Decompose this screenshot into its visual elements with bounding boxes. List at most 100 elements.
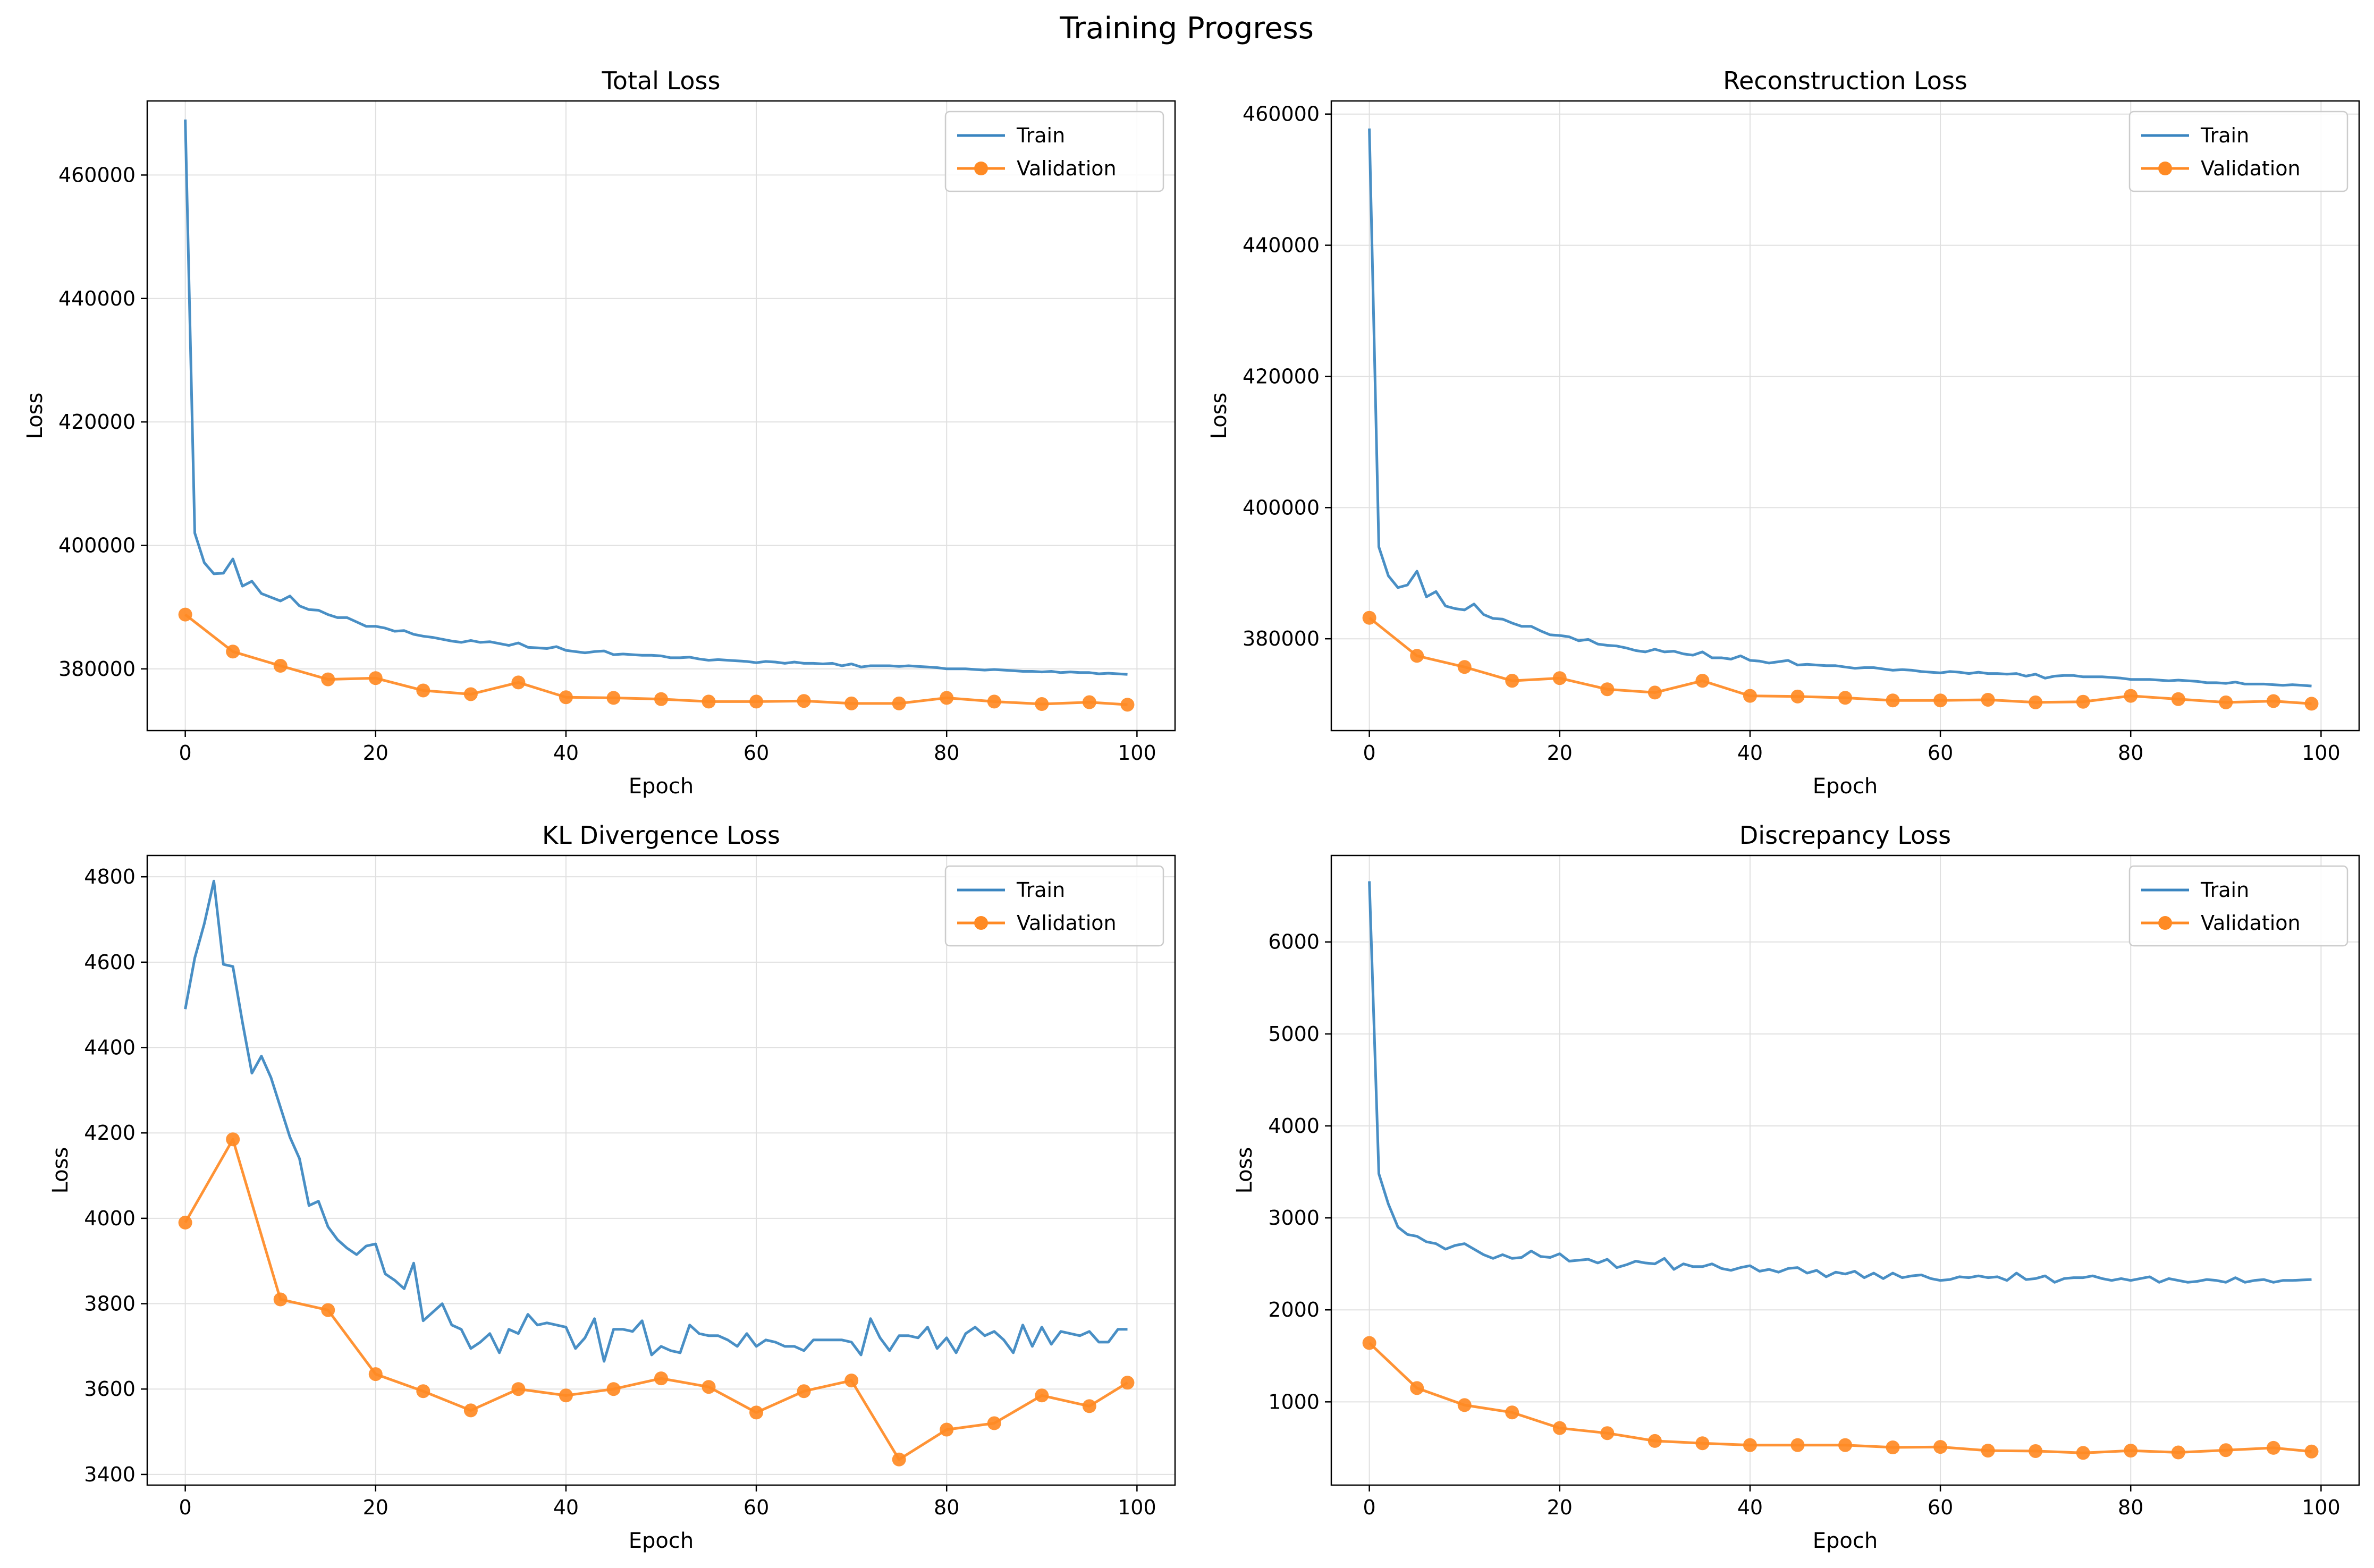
discrepancy-loss-validation-point bbox=[1790, 1438, 1805, 1452]
reconstruction-loss-validation-point bbox=[1838, 691, 1852, 705]
kl-divergence-loss-xtick-label: 60 bbox=[744, 1496, 769, 1519]
discrepancy-loss-ytick-label: 6000 bbox=[1268, 930, 1320, 954]
total-loss-validation-point bbox=[463, 687, 478, 701]
kl-divergence-loss-validation-point bbox=[368, 1367, 383, 1381]
total-loss-validation-point bbox=[1082, 695, 1096, 709]
total-loss-xtick-label: 100 bbox=[1118, 741, 1156, 765]
kl-divergence-loss-legend-validation-marker bbox=[974, 916, 988, 930]
discrepancy-loss-validation-point bbox=[1933, 1440, 1948, 1454]
reconstruction-loss-validation-point bbox=[1981, 692, 1995, 707]
reconstruction-loss-xtick-label: 80 bbox=[2118, 741, 2143, 765]
kl-divergence-loss-legend-validation-label: Validation bbox=[1017, 911, 1117, 935]
kl-divergence-loss-xlabel: Epoch bbox=[629, 1529, 694, 1553]
kl-divergence-loss-xtick-label: 20 bbox=[363, 1496, 388, 1519]
kl-divergence-loss-validation-point bbox=[749, 1405, 764, 1420]
discrepancy-loss-validation-point bbox=[2219, 1443, 2233, 1457]
kl-divergence-loss-title: KL Divergence Loss bbox=[542, 821, 780, 850]
kl-divergence-loss-validation-point bbox=[463, 1403, 478, 1418]
kl-divergence-loss-xtick-label: 40 bbox=[553, 1496, 579, 1519]
discrepancy-loss-plot-area bbox=[1331, 855, 2359, 1485]
reconstruction-loss-validation-point bbox=[2219, 695, 2233, 709]
kl-divergence-loss-ytick-label: 4600 bbox=[84, 951, 136, 974]
kl-divergence-loss-validation-point bbox=[178, 1215, 192, 1230]
reconstruction-loss-axes-frame bbox=[1330, 100, 2360, 732]
reconstruction-loss-validation-point bbox=[1552, 671, 1567, 685]
discrepancy-loss-ytick-label: 1000 bbox=[1268, 1390, 1320, 1413]
total-loss-ylabel: Loss bbox=[23, 393, 47, 439]
reconstruction-loss-validation-point bbox=[1743, 689, 1757, 703]
kl-divergence-loss-validation-point bbox=[1082, 1399, 1096, 1413]
kl-divergence-loss-validation-point bbox=[1120, 1376, 1135, 1390]
discrepancy-loss-validation-point bbox=[2171, 1445, 2185, 1460]
total-loss-validation-point bbox=[797, 694, 811, 708]
kl-divergence-loss-validation-point bbox=[987, 1416, 1001, 1430]
reconstruction-loss-validation-point bbox=[2266, 694, 2280, 708]
reconstruction-loss-xtick-label: 40 bbox=[1737, 741, 1763, 765]
subplot-grid: 0 20 40 60 80 1003800004000004200004400004600… bbox=[23, 66, 2360, 1553]
kl-divergence-loss-validation-point bbox=[511, 1382, 526, 1396]
reconstruction-loss-ytick-label: 400000 bbox=[1243, 496, 1320, 519]
kl-divergence-loss-validation-point bbox=[844, 1374, 859, 1388]
total-loss-ytick-label: 440000 bbox=[58, 287, 136, 310]
total-loss-legend-train-label: Train bbox=[1016, 124, 1065, 147]
reconstruction-loss-legend-validation-marker bbox=[2158, 162, 2172, 175]
reconstruction-loss-validation-point bbox=[1886, 693, 1900, 708]
discrepancy-loss-validation-point bbox=[1552, 1421, 1567, 1435]
discrepancy-loss-validation-point bbox=[1362, 1336, 1376, 1350]
reconstruction-loss-ylabel: Loss bbox=[1207, 393, 1231, 439]
discrepancy-loss-xtick-label: 80 bbox=[2118, 1496, 2143, 1519]
reconstruction-loss-validation-point bbox=[2124, 689, 2138, 703]
total-loss-train-line bbox=[184, 119, 1128, 676]
total-loss-plot-area bbox=[147, 101, 1175, 731]
total-loss-validation-point bbox=[606, 691, 621, 705]
discrepancy-loss-xtick-label: 0 bbox=[1363, 1496, 1376, 1519]
total-loss-validation-point bbox=[511, 675, 526, 690]
discrepancy-loss-title: Discrepancy Loss bbox=[1739, 821, 1951, 850]
discrepancy-loss-validation-point bbox=[2266, 1440, 2280, 1455]
total-loss-panel: 0 20 40 60 80 100 380000 400000 420000 440000 4600… bbox=[23, 66, 1176, 799]
kl-divergence-loss-legend: Train Validation bbox=[944, 865, 1164, 947]
discrepancy-loss-ytick-label: 5000 bbox=[1268, 1022, 1320, 1046]
discrepancy-loss-validation-point bbox=[1648, 1434, 1662, 1448]
discrepancy-loss-ytick-label: 2000 bbox=[1268, 1298, 1320, 1321]
kl-divergence-loss-validation-point bbox=[273, 1292, 288, 1307]
total-loss-validation-point bbox=[559, 690, 573, 705]
total-loss-title: Total Loss bbox=[602, 66, 721, 95]
kl-divergence-loss-xtick-label: 100 bbox=[1118, 1496, 1156, 1519]
kl-divergence-loss-validation-point bbox=[559, 1388, 573, 1403]
total-loss-axes-frame bbox=[146, 100, 1176, 732]
reconstruction-loss-validation-point bbox=[1790, 689, 1805, 704]
reconstruction-loss-ytick-label: 440000 bbox=[1243, 234, 1320, 257]
discrepancy-loss-xtick-label: 40 bbox=[1737, 1496, 1763, 1519]
kl-divergence-loss-xtick-label: 0 bbox=[179, 1496, 192, 1519]
reconstruction-loss-validation-point bbox=[1695, 674, 1710, 688]
total-loss-ytick-label: 460000 bbox=[58, 163, 136, 187]
reconstruction-loss-plot-area bbox=[1331, 101, 2359, 731]
kl-divergence-loss-ytick-label: 4400 bbox=[84, 1036, 136, 1060]
discrepancy-loss-train-line bbox=[1368, 881, 2312, 1284]
reconstruction-loss-xlabel: Epoch bbox=[1813, 774, 1878, 799]
reconstruction-loss-validation-point bbox=[2171, 692, 2185, 706]
total-loss-ytick-label: 400000 bbox=[58, 533, 136, 557]
reconstruction-loss-validation-point bbox=[2304, 697, 2319, 711]
total-loss-legend: Train Validation bbox=[944, 111, 1164, 192]
reconstruction-loss-xtick-label: 60 bbox=[1928, 741, 1953, 765]
figure-title: Training Progress bbox=[1059, 11, 1314, 46]
discrepancy-loss-validation-point bbox=[1457, 1398, 1472, 1412]
discrepancy-loss-validation-point bbox=[1600, 1426, 1615, 1440]
discrepancy-loss-panel: 0 20 40 60 80 100 1000 2000 3000 4000 5000 6000 Disc… bbox=[1232, 821, 2360, 1553]
reconstruction-loss-xtick-label: 0 bbox=[1363, 741, 1376, 765]
kl-divergence-loss-validation-point bbox=[702, 1380, 716, 1394]
kl-divergence-loss-validation-point bbox=[654, 1371, 668, 1386]
discrepancy-loss-validation-point bbox=[1505, 1405, 1519, 1420]
reconstruction-loss-validation-point bbox=[1362, 611, 1376, 625]
kl-divergence-loss-validation-point bbox=[321, 1303, 335, 1317]
discrepancy-loss-legend-validation-marker bbox=[2158, 916, 2172, 930]
discrepancy-loss-legend-train-label: Train bbox=[2200, 878, 2249, 902]
kl-divergence-loss-legend-box bbox=[944, 865, 1164, 947]
total-loss-validation-point bbox=[321, 672, 335, 686]
kl-divergence-loss-validation-point bbox=[797, 1384, 811, 1399]
discrepancy-loss-validation-point bbox=[2076, 1446, 2090, 1460]
reconstruction-loss-xtick-label: 20 bbox=[1547, 741, 1573, 765]
